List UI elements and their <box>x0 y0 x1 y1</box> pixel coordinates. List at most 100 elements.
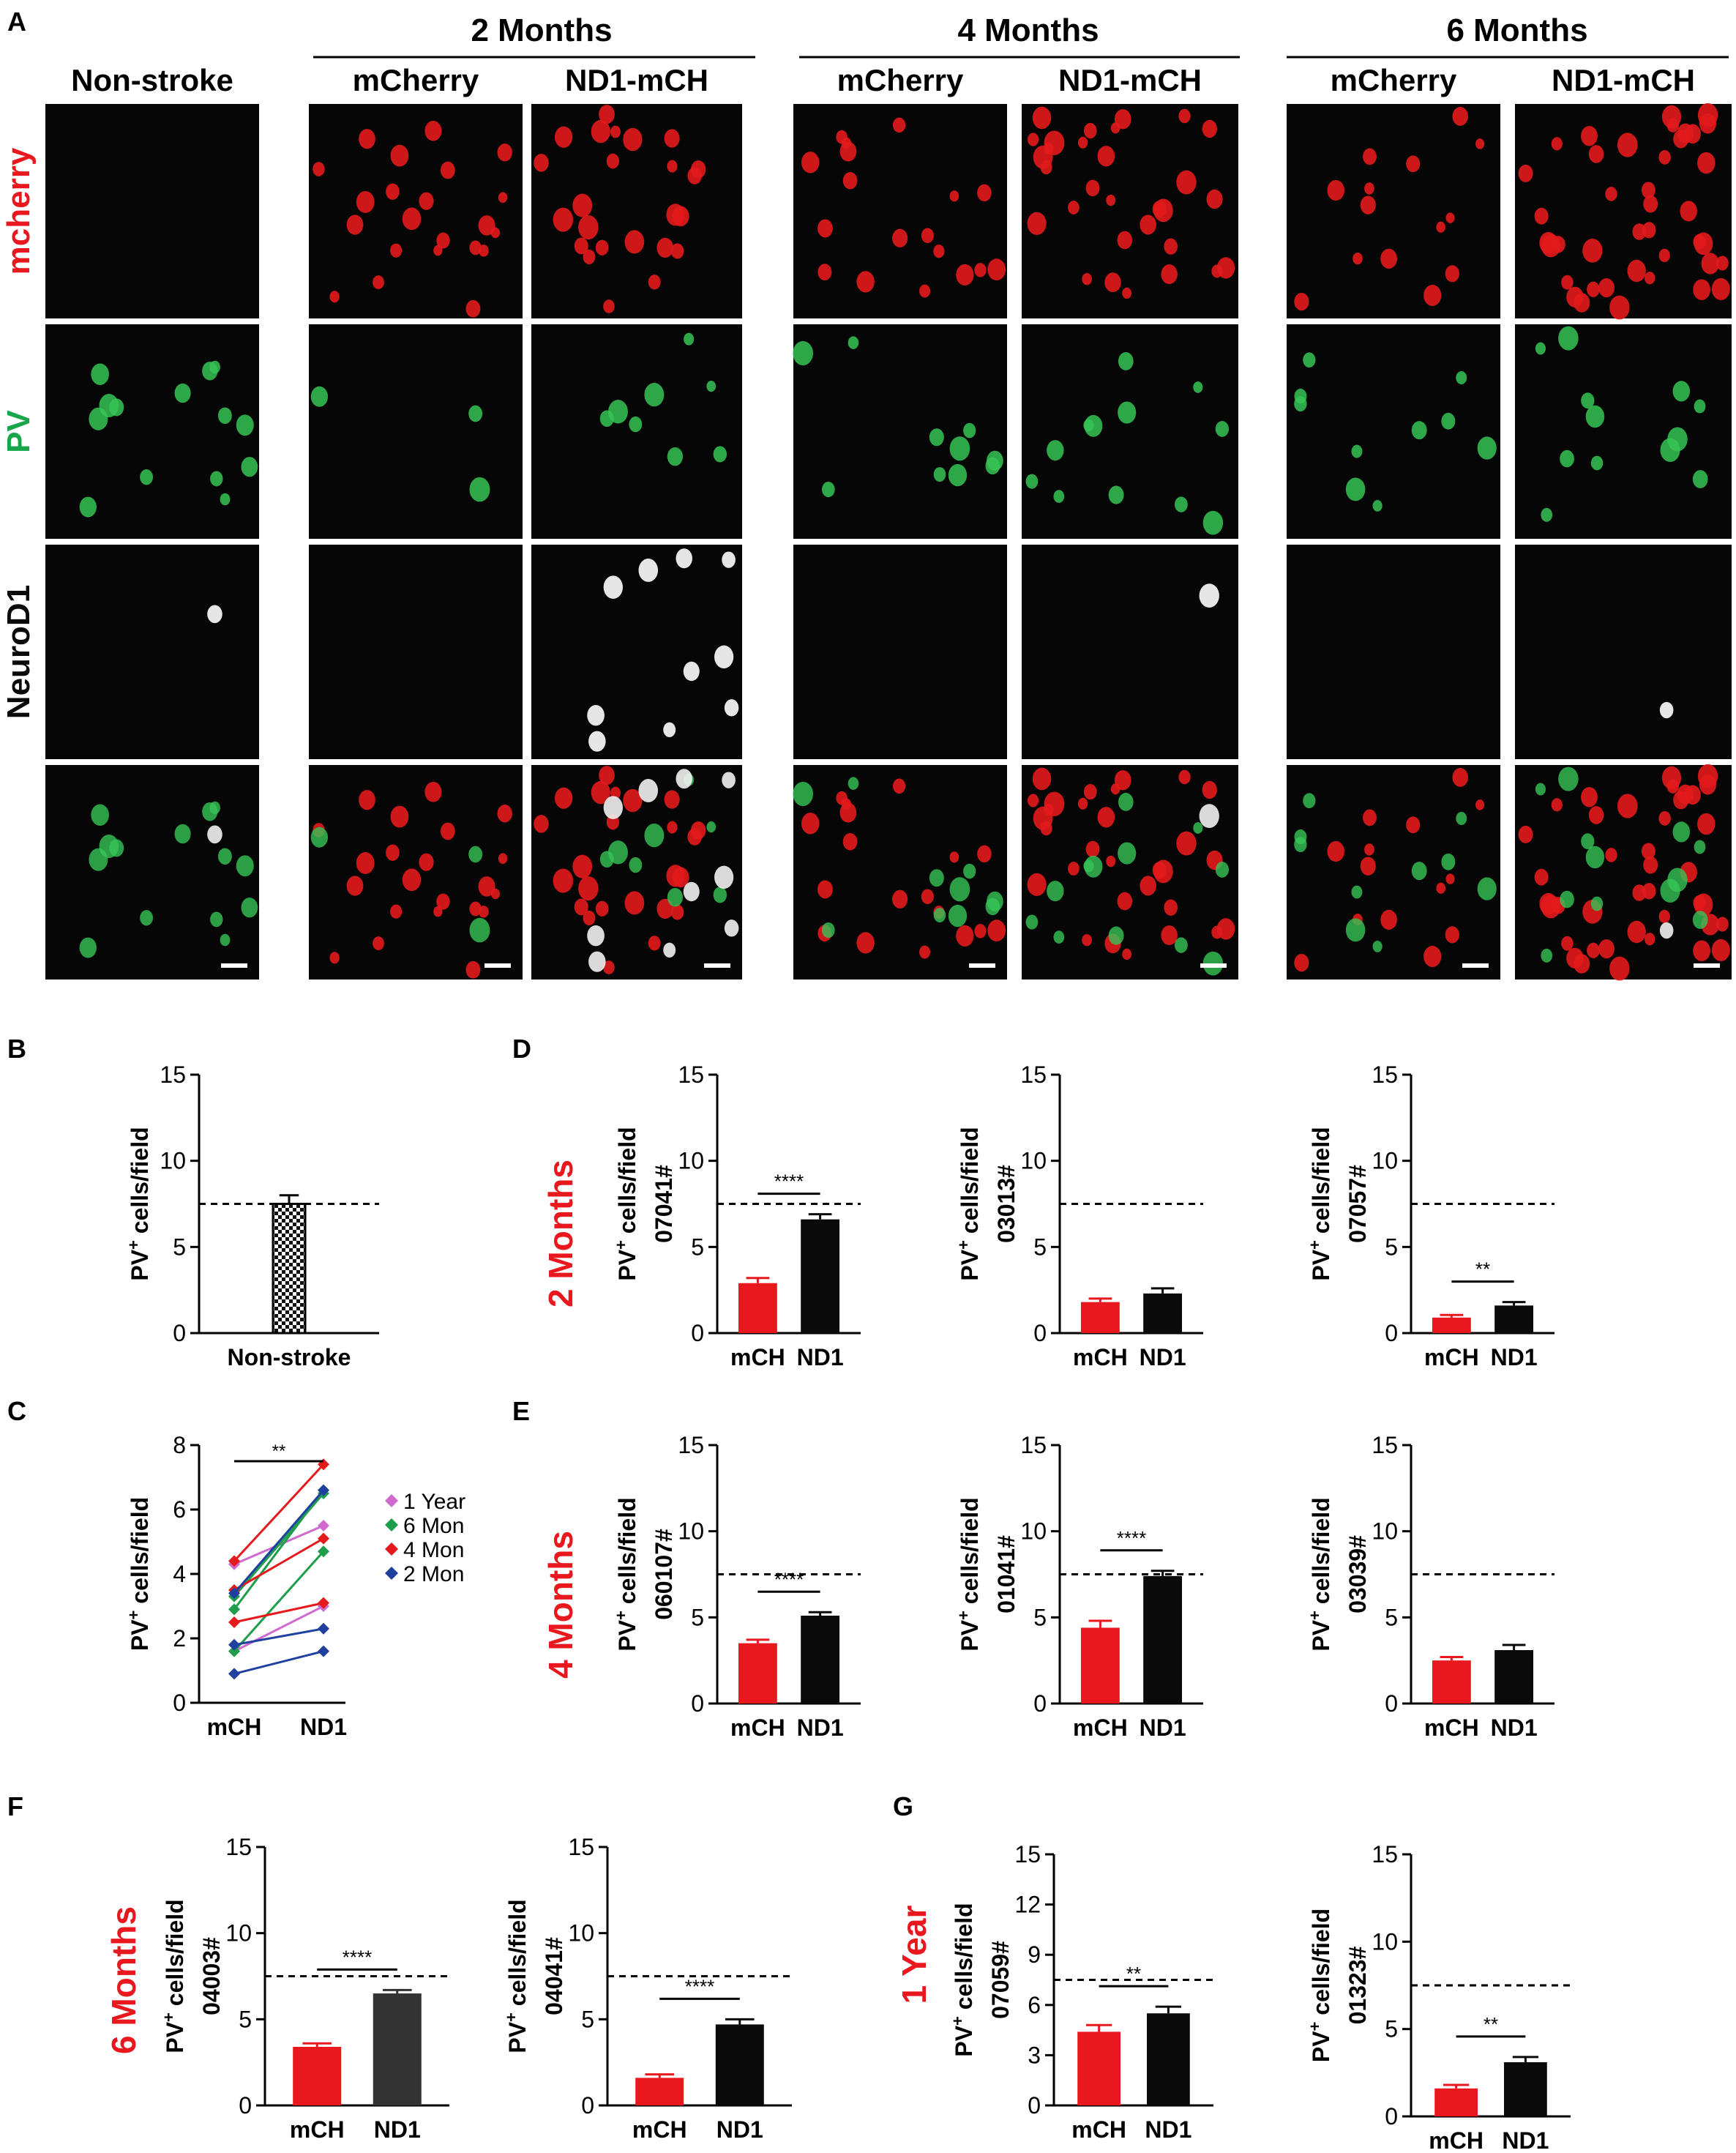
cell-body <box>583 910 596 926</box>
cell-body <box>1118 842 1137 865</box>
animal-id-label: 07057# <box>1344 1165 1371 1243</box>
y-tick-label: 6 <box>173 1496 186 1523</box>
cell-body <box>1541 948 1553 963</box>
tile-c1-r3 <box>309 765 523 980</box>
cell-body <box>402 207 422 231</box>
cell-body <box>648 275 661 290</box>
cell-body <box>648 936 661 951</box>
animal-id-label: 07041# <box>651 1165 677 1243</box>
row-label-6-months: 6 Months <box>105 1906 143 2054</box>
cell-body <box>1617 133 1638 157</box>
cell-body <box>1176 170 1197 195</box>
cell-body <box>1541 895 1561 919</box>
cell-body <box>1152 201 1167 218</box>
cell-body <box>839 802 857 823</box>
cell-body <box>1436 221 1445 233</box>
cell-body <box>1117 231 1133 250</box>
y-tick-label: 10 <box>1372 1518 1398 1545</box>
cell-body <box>599 105 615 124</box>
column-header-3: mCherry <box>837 63 964 97</box>
cell-body <box>578 214 599 240</box>
cell-body <box>1027 133 1039 146</box>
cell-body <box>1199 583 1219 608</box>
cell-body <box>722 551 736 568</box>
bar-mch <box>1432 1317 1471 1333</box>
cell-body <box>1140 214 1156 235</box>
cell-body <box>1082 272 1092 286</box>
cell-body <box>1456 371 1467 384</box>
cell-body <box>390 144 409 167</box>
cell-body <box>498 192 508 204</box>
cell-body <box>440 822 455 840</box>
tile-background <box>45 324 259 539</box>
animal-id-label: 04003# <box>198 1937 225 2015</box>
cell-body <box>1658 909 1670 924</box>
cell-body <box>1110 122 1120 134</box>
column-header-2: ND1-mCH <box>565 63 708 97</box>
cell-body <box>1598 278 1615 298</box>
cell-body <box>1582 239 1603 263</box>
cell-body <box>610 125 621 138</box>
panel-letter-e: E <box>512 1396 530 1426</box>
cell-body <box>1053 490 1065 503</box>
cell-body <box>684 332 695 346</box>
cell-body <box>656 237 674 258</box>
chart-f2: 0 5 10 15 PV+ cells/field 04041# mCH ND1 **** <box>502 1834 792 2143</box>
tile-c4-r1 <box>1022 324 1238 539</box>
legend-marker <box>385 1518 398 1531</box>
cell-body <box>623 127 643 152</box>
cell-body <box>346 876 364 896</box>
cell-body <box>1574 954 1590 974</box>
tile-background <box>45 545 259 759</box>
cell-body <box>1097 807 1115 828</box>
tile-background <box>309 545 523 759</box>
data-point <box>318 1520 329 1531</box>
cell-body <box>241 898 258 918</box>
cell-body <box>390 805 409 828</box>
cell-body <box>310 386 329 407</box>
cell-body <box>663 942 676 958</box>
cell-body <box>691 160 706 179</box>
bar-nd1 <box>1504 2062 1547 2116</box>
cell-body <box>390 904 403 919</box>
cell-body <box>933 908 946 922</box>
cell-body <box>933 245 945 258</box>
cell-body <box>220 933 231 947</box>
legend-marker <box>385 1542 398 1556</box>
x-tick-label: mCH <box>1429 2127 1484 2153</box>
cell-body <box>949 190 959 202</box>
cell-body <box>949 851 959 863</box>
cell-body <box>1585 405 1605 428</box>
cell-body <box>419 853 434 871</box>
cell-body <box>793 340 814 366</box>
cell-body <box>856 271 875 293</box>
cell-body <box>1693 234 1707 250</box>
y-tick-label: 0 <box>1033 1320 1047 1346</box>
cell-body <box>977 845 992 863</box>
y-tick-label: 5 <box>691 1234 704 1260</box>
data-point <box>318 1622 329 1635</box>
cell-body <box>1423 285 1442 307</box>
chart-g2: 0 5 10 15 PV+ cells/field 01323# mCH ND1 ** <box>1306 1841 1571 2153</box>
chart-d2: 0 5 10 15 PV+ cells/field 03013# mCH ND1 <box>954 1061 1203 1370</box>
cell-body <box>1477 436 1497 460</box>
cell-body <box>663 722 676 737</box>
cell-body <box>1701 253 1720 275</box>
cell-body <box>419 192 434 210</box>
y-tick-label: 5 <box>173 1234 186 1260</box>
chart-e2: 0 5 10 15 PV+ cells/field 01041# mCH ND1 **** <box>954 1432 1203 1741</box>
x-tick-label: ND1 <box>1491 1344 1538 1370</box>
cell-body <box>478 215 495 236</box>
scale-bar <box>1200 963 1227 968</box>
cell-body <box>79 496 97 518</box>
cell-body <box>595 239 609 255</box>
tile-c1-r0 <box>309 104 523 318</box>
y-tick-label: 5 <box>691 1604 704 1630</box>
cell-body <box>664 790 680 809</box>
cell-body <box>1632 884 1647 901</box>
panel-letter-g: G <box>893 1791 913 1821</box>
cell-body <box>424 781 442 802</box>
paired-line <box>233 1463 325 1562</box>
y-tick-label: 10 <box>1020 1518 1047 1545</box>
y-tick-label: 0 <box>239 2092 252 2119</box>
